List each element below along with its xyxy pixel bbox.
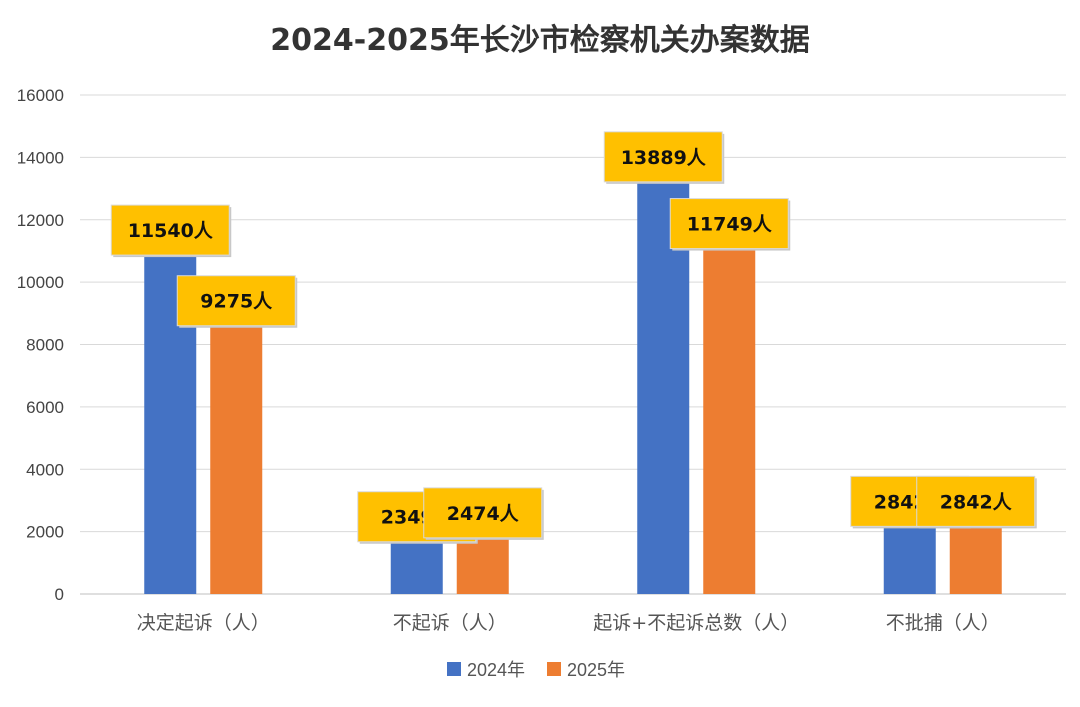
y-tick-label: 2000 xyxy=(26,523,64,542)
data-label-box xyxy=(110,204,230,256)
data-label-box xyxy=(423,487,543,539)
legend: 2024年 2025年 xyxy=(447,660,625,680)
data-label-box xyxy=(176,275,296,327)
data-label-box xyxy=(916,475,1036,527)
data-label-box xyxy=(603,131,723,183)
bar-series2 xyxy=(210,304,263,594)
bar-series2 xyxy=(703,227,756,594)
data-label-text: 9275人 xyxy=(200,291,273,313)
x-tick-label: 不批捕（人） xyxy=(886,612,1000,634)
y-tick-label: 0 xyxy=(55,585,64,604)
y-tick-label: 10000 xyxy=(17,273,64,292)
chart-title: 2024-2025年长沙市检察机关办案数据 xyxy=(270,23,809,58)
data-label-text: 11749人 xyxy=(687,214,773,236)
legend-swatch xyxy=(447,662,461,676)
bars xyxy=(144,160,1002,595)
data-label-text: 13889人 xyxy=(621,147,707,169)
data-label: 11540人 xyxy=(110,204,232,258)
x-tick-label: 不起诉（人） xyxy=(393,612,507,634)
data-label-box xyxy=(669,198,789,250)
data-label: 9275人 xyxy=(176,275,298,328)
data-label-text: 11540人 xyxy=(128,220,214,242)
x-axis: 决定起诉（人） 不起诉（人） 起诉+不起诉总数（人） 不批捕（人） xyxy=(137,612,1000,634)
data-label: 11749人 xyxy=(669,198,791,251)
data-label-text: 2842人 xyxy=(940,491,1013,513)
legend-label: 2024年 xyxy=(467,660,525,680)
data-label: 2842人 xyxy=(916,475,1037,529)
y-tick-label: 14000 xyxy=(17,148,64,167)
data-label: 2474人 xyxy=(423,487,544,540)
y-tick-label: 4000 xyxy=(26,460,64,479)
y-tick-label: 12000 xyxy=(17,211,64,230)
y-tick-label: 16000 xyxy=(17,86,64,105)
y-tick-label: 6000 xyxy=(26,398,64,417)
x-tick-label: 起诉+不起诉总数（人） xyxy=(593,612,799,634)
data-label-text: 2474人 xyxy=(447,503,520,525)
x-tick-label: 决定起诉（人） xyxy=(137,612,270,634)
legend-swatch xyxy=(547,662,561,676)
y-tick-label: 8000 xyxy=(26,336,64,355)
data-labels: 11540人9275人2349人2474人13889人11749人2842人28… xyxy=(110,131,1037,544)
y-axis: 0 2000 4000 6000 8000 10000 12000 14000 16000 xyxy=(17,86,64,604)
data-label: 13889人 xyxy=(603,131,725,184)
legend-label: 2025年 xyxy=(567,660,625,680)
